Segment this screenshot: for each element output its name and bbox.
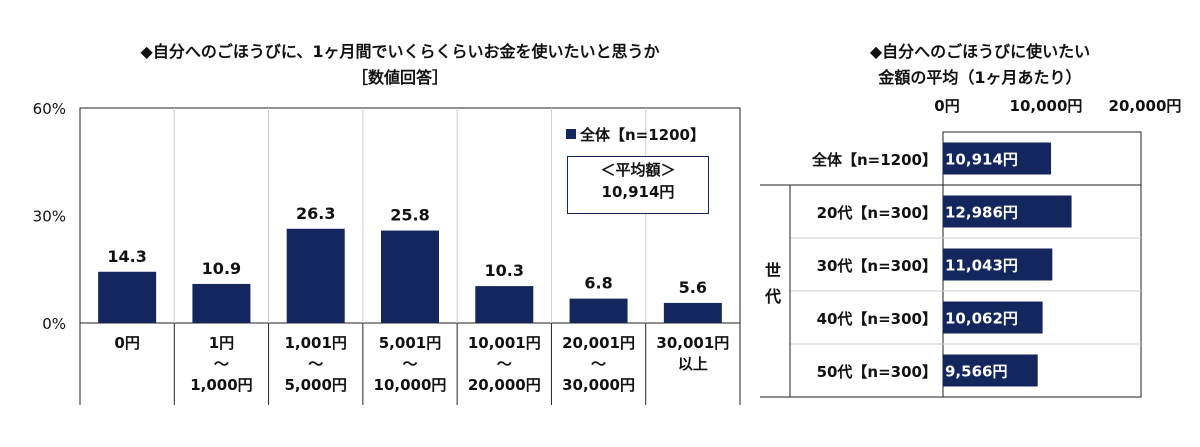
category-label-line: 20,001円: [562, 334, 635, 352]
right-chart-title: ◆自分へのごほうびに使いたい 金額の平均（1ヶ月あたり）: [790, 38, 1170, 88]
generation-group-label: 世 代: [758, 258, 788, 310]
y-tick-label: 60%: [33, 100, 66, 118]
bar-value-label: 5.6: [679, 278, 707, 297]
row-label: 20代【n=300】: [816, 203, 937, 222]
distribution-bar-chart: 0% 30% 60% 14.3 10.9 26.3 25.8 10.3 6.8 5.6: [33, 100, 741, 405]
bar: [943, 195, 1072, 228]
category-label-line: 30,000円: [562, 376, 635, 394]
row-label: 40代【n=300】: [816, 309, 937, 328]
legend-swatch: [566, 129, 576, 139]
bar-value-label: 10,062円: [945, 310, 1018, 328]
category-label-line: 10,000円: [373, 376, 447, 394]
category-label-line: ～: [213, 355, 229, 373]
bar: [943, 142, 1052, 175]
row-label: 30代【n=300】: [816, 256, 937, 275]
category-label: 5,001円 ～ 10,000円: [363, 333, 457, 396]
category-label-line: ～: [591, 355, 607, 373]
bar-value-label: 10.3: [485, 261, 524, 280]
category-label-line: 1,000円: [190, 376, 253, 394]
category-label-line: 30,001円: [656, 334, 730, 352]
category-label-line: ～: [308, 355, 324, 373]
right-title-line1: ◆自分へのごほうびに使いたい: [869, 42, 1091, 61]
row-label: 全体【n=1200】: [812, 150, 937, 169]
category-label-line: 以上: [677, 355, 708, 373]
category-label: 1円 ～ 1,000円: [174, 333, 268, 396]
bar: [475, 286, 534, 323]
category-label: 10,001円 ～ 20,000円: [457, 333, 551, 396]
category-label-line: 1,001円: [284, 334, 347, 352]
chart-legend: 全体【n=1200】: [566, 124, 705, 145]
category-label-line: 0円: [114, 334, 140, 352]
average-box-label: ＜平均額＞: [600, 161, 676, 179]
generation-label-char-2: 代: [764, 287, 781, 306]
category-label-line: 5,001円: [378, 334, 442, 352]
bar: [943, 301, 1043, 334]
bar-value-label: 26.3: [296, 204, 335, 223]
bar: [569, 298, 628, 323]
bar-value-label: 12,986円: [945, 204, 1018, 222]
bar: [192, 283, 251, 323]
category-label: 1,001円 ～ 5,000円: [269, 333, 363, 396]
category-label: 30,001円 以上: [646, 333, 740, 375]
bar: [381, 230, 439, 323]
left-title-line1: ◆自分へのごほうびに、1ヶ月間でいくらくらいお金を使いたいと思うか: [140, 42, 660, 61]
generation-label-char-1: 世: [764, 261, 781, 280]
legend-label: 全体【n=1200】: [580, 126, 705, 144]
bar-value-label: 10,914円: [945, 151, 1018, 169]
average-amount-box: ＜平均額＞ 10,914円: [567, 156, 709, 214]
bar-value-label: 6.8: [584, 274, 612, 293]
category-label-line: 10,001円: [467, 334, 541, 352]
bar-value-label: 11,043円: [945, 257, 1018, 275]
y-tick-label: 30%: [33, 208, 66, 226]
category-label-line: 5,000円: [284, 376, 347, 394]
right-title-line2: 金額の平均（1ヶ月あたり）: [878, 68, 1082, 87]
x-tick-label: 0円: [934, 97, 959, 115]
bar: [98, 271, 157, 323]
category-label: 0円: [80, 333, 174, 354]
bar: [286, 228, 345, 323]
left-chart-title: ◆自分へのごほうびに、1ヶ月間でいくらくらいお金を使いたいと思うか ［数値回答］: [60, 38, 740, 88]
category-label: 20,001円 ～ 30,000円: [551, 333, 645, 396]
y-tick-label: 0%: [42, 315, 66, 333]
row-label: 50代【n=300】: [816, 362, 937, 381]
bar: [663, 302, 722, 323]
left-title-line2: ［数値回答］: [351, 68, 448, 87]
x-tick-label: 10,000円: [1010, 97, 1083, 115]
bar: [943, 354, 1038, 387]
bar: [943, 248, 1053, 281]
bar-value-label: 10.9: [202, 259, 241, 278]
category-label-line: 1円: [208, 334, 235, 352]
category-label-line: 20,000円: [467, 376, 541, 394]
bar-value-label: 14.3: [107, 247, 146, 266]
category-label-line: ～: [402, 355, 418, 373]
category-label-line: ～: [496, 355, 512, 373]
x-tick-label: 20,000円: [1109, 97, 1182, 115]
average-box-value: 10,914円: [601, 183, 675, 201]
bar-value-label: 9,566円: [945, 363, 1007, 381]
bar-value-label: 25.8: [390, 206, 429, 225]
